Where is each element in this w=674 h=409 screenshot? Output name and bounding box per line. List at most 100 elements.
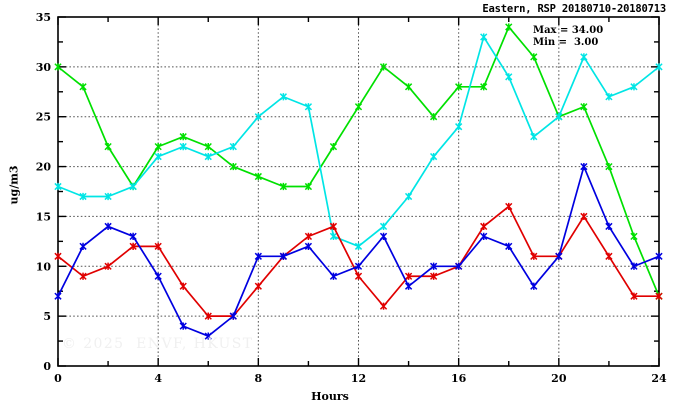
data-point-cyan xyxy=(79,192,87,201)
data-point-green xyxy=(204,142,212,151)
data-point-blue xyxy=(54,292,62,300)
min-annotation: Min = 3.00 xyxy=(533,37,599,48)
data-point-cyan xyxy=(379,222,388,231)
data-point-blue xyxy=(104,222,112,231)
data-point-green xyxy=(354,103,363,111)
data-point-blue xyxy=(605,222,613,231)
series-blue xyxy=(54,162,663,340)
data-point-blue xyxy=(580,162,588,171)
data-point-red xyxy=(404,272,413,280)
data-point-blue xyxy=(455,262,463,270)
y-tick-label: 20 xyxy=(36,161,52,174)
y-tick-label: 5 xyxy=(43,310,51,323)
data-point-cyan xyxy=(104,192,112,201)
data-point-red xyxy=(154,242,162,250)
y-axis-label: ug/m3 xyxy=(7,165,21,205)
x-tick-label: 8 xyxy=(255,372,263,385)
y-tick-label: 10 xyxy=(36,260,52,273)
series-cyan xyxy=(54,33,663,250)
data-point-blue xyxy=(279,252,288,260)
data-point-green xyxy=(455,83,463,91)
data-point-red xyxy=(204,312,212,320)
data-point-green xyxy=(254,172,262,181)
data-point-cyan xyxy=(580,53,588,61)
data-point-green xyxy=(530,53,538,61)
x-tick-label: 20 xyxy=(551,372,567,385)
data-point-cyan xyxy=(455,123,463,131)
data-point-red xyxy=(429,272,438,280)
data-point-cyan xyxy=(655,63,663,71)
data-point-cyan xyxy=(154,152,162,161)
data-point-red xyxy=(655,292,663,300)
data-point-cyan xyxy=(354,242,363,250)
data-point-blue xyxy=(129,232,137,241)
chart-title: Eastern, RSP 20180710-20180713 xyxy=(482,3,666,15)
data-point-red xyxy=(254,282,262,290)
data-point-red xyxy=(630,292,638,300)
data-point-red xyxy=(79,272,87,280)
data-point-cyan xyxy=(630,83,638,91)
data-point-blue xyxy=(304,242,313,250)
data-point-green xyxy=(580,103,588,111)
x-tick-label: 4 xyxy=(154,372,162,385)
data-point-blue xyxy=(154,272,162,280)
data-point-green xyxy=(429,113,438,121)
data-point-cyan xyxy=(480,33,488,41)
data-point-green xyxy=(379,63,388,71)
data-point-blue xyxy=(254,252,262,260)
data-point-green xyxy=(505,23,513,31)
data-point-blue xyxy=(79,242,87,250)
data-point-red xyxy=(304,232,313,241)
data-point-green xyxy=(154,142,162,151)
x-tick-label: 16 xyxy=(451,372,467,385)
data-point-red xyxy=(505,202,513,211)
data-point-green xyxy=(79,83,87,91)
data-point-cyan xyxy=(54,182,62,191)
data-point-blue xyxy=(630,262,638,270)
data-point-red xyxy=(379,302,388,310)
data-point-cyan xyxy=(254,113,262,121)
data-point-green xyxy=(304,182,313,191)
data-point-cyan xyxy=(429,152,438,161)
y-tick-label: 25 xyxy=(36,111,51,124)
y-tick-label: 15 xyxy=(36,210,51,223)
data-point-blue xyxy=(429,262,438,270)
data-point-red xyxy=(54,252,62,260)
data-point-red xyxy=(179,282,187,290)
y-tick-label: 0 xyxy=(43,360,51,373)
data-point-green xyxy=(605,162,613,171)
data-point-blue xyxy=(229,312,237,320)
data-point-green xyxy=(630,232,638,241)
data-point-red xyxy=(580,212,588,221)
data-point-cyan xyxy=(530,133,538,141)
data-point-red xyxy=(530,252,538,260)
x-tick-label: 12 xyxy=(351,372,366,385)
data-point-cyan xyxy=(129,182,137,191)
data-point-green xyxy=(404,83,413,91)
watermark: © 2025 ENVF, HKUST xyxy=(62,336,254,352)
data-point-blue xyxy=(354,262,363,270)
data-point-green xyxy=(54,63,62,71)
data-point-blue xyxy=(555,252,563,260)
data-point-cyan xyxy=(279,93,288,101)
max-annotation: Max = 34.00 xyxy=(533,25,604,36)
data-point-red xyxy=(129,242,137,250)
data-point-cyan xyxy=(304,103,313,111)
data-point-green xyxy=(104,142,112,151)
data-point-red xyxy=(354,272,363,280)
data-point-green xyxy=(329,142,338,151)
data-point-blue xyxy=(329,272,338,280)
data-point-blue xyxy=(505,242,513,250)
data-point-blue xyxy=(379,232,388,241)
data-point-cyan xyxy=(505,73,513,81)
y-tick-label: 30 xyxy=(36,61,52,74)
data-point-blue xyxy=(179,322,187,330)
data-point-cyan xyxy=(555,113,563,121)
data-point-blue xyxy=(204,332,212,340)
data-point-cyan xyxy=(179,142,187,151)
data-point-red xyxy=(104,262,112,270)
x-tick-label: 24 xyxy=(651,372,667,385)
